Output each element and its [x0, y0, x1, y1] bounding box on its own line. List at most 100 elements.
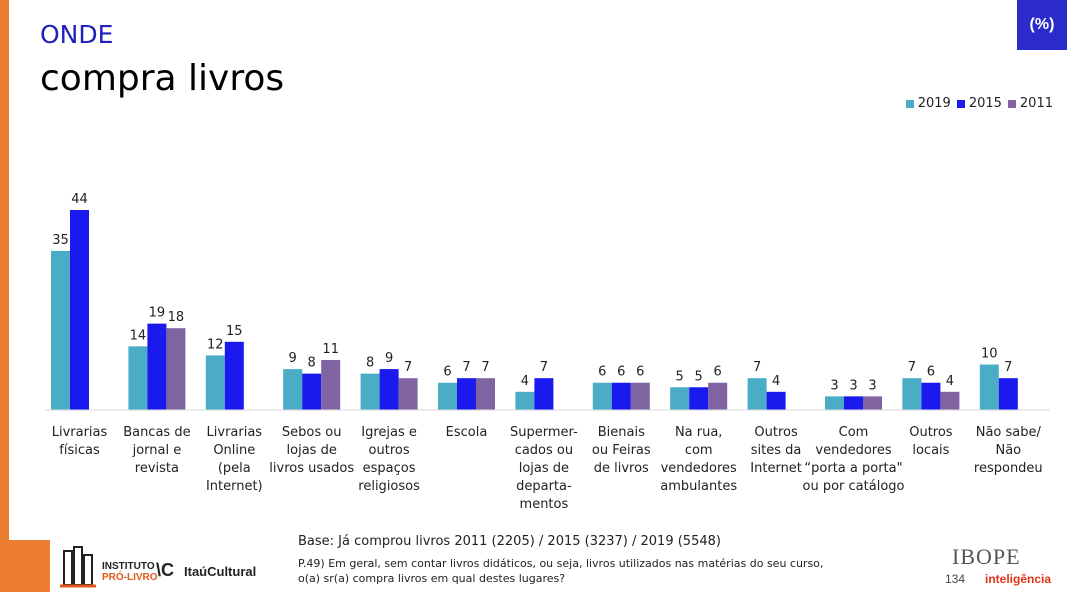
bar-2011-3	[321, 360, 341, 410]
legend-item-2019: 2019	[905, 96, 951, 111]
category-label-line: ambulantes	[660, 479, 737, 494]
category-label-line: ou por catálogo	[803, 479, 905, 494]
logo-inteligencia: inteligência	[985, 572, 1052, 586]
category-label-line: vendedores	[661, 461, 737, 476]
legend-swatch-2011	[1007, 99, 1016, 108]
category-label-line: ou Feiras	[592, 443, 651, 458]
bar-2011-8	[708, 382, 728, 410]
bar-2011-4	[398, 378, 418, 410]
category-label-line: vendedores	[815, 443, 891, 458]
category-label-line: Internet)	[206, 479, 263, 494]
category-label-line: Igrejas e	[361, 425, 417, 440]
data-label-2019-4: 8	[366, 356, 374, 371]
category-label-line: (pela	[218, 461, 251, 476]
data-label-2019-10: 3	[830, 378, 838, 393]
category-label-line: lojas de	[519, 461, 569, 476]
bar-2015-0	[70, 210, 89, 410]
bar-2019-12	[979, 364, 999, 410]
logo-ibope: IBOPE	[952, 544, 1021, 569]
bar-2015-1	[147, 323, 167, 410]
data-label-2015-9: 4	[772, 374, 780, 389]
category-label-line: Supermer-	[510, 425, 578, 440]
data-label-2015-12: 7	[1004, 360, 1012, 375]
data-label-2011-3: 11	[322, 342, 339, 357]
category-label-line: lojas de	[287, 443, 337, 458]
category-label-line: Escola	[446, 425, 488, 440]
data-label-2019-12: 10	[981, 347, 998, 362]
bar-2011-5	[476, 378, 495, 410]
category-label-line: Na rua,	[675, 425, 723, 440]
data-label-2015-11: 6	[927, 365, 935, 380]
data-label-2011-5: 7	[481, 360, 489, 375]
category-label-line: com	[685, 443, 713, 458]
section-title: ONDE	[40, 20, 114, 49]
logo-instituto: INSTITUTO	[102, 561, 155, 572]
bar-2015-11	[921, 382, 941, 410]
data-label-2019-2: 12	[207, 337, 224, 352]
data-label-2019-0: 35	[52, 233, 69, 248]
legend-label-2019: 2019	[917, 96, 951, 111]
bar-2015-2	[224, 341, 244, 410]
category-label-line: Outros	[754, 425, 798, 440]
category-label-line: Sebos ou	[282, 425, 342, 440]
survey-question: P.49) Em geral, sem contar livros didáti…	[298, 556, 828, 586]
bar-2019-7	[592, 382, 612, 410]
category-label-line: Bancas de	[123, 425, 190, 440]
data-label-2015-10: 3	[849, 378, 857, 393]
legend-label-2015: 2015	[968, 96, 1002, 111]
category-label-line: sites da	[751, 443, 802, 458]
data-label-2015-8: 5	[695, 369, 703, 384]
category-label-12: Não sabe/Não respondeu	[974, 425, 1043, 476]
bar-2015-10	[844, 396, 863, 410]
bar-2019-4	[360, 373, 380, 410]
category-label-3: Sebos ou lojas de livros usados	[269, 425, 354, 476]
data-label-2019-8: 5	[676, 369, 684, 384]
bar-2019-8	[670, 387, 690, 410]
legend-swatch-2019	[905, 99, 914, 108]
data-label-2011-10: 3	[868, 378, 876, 393]
bar-2015-6	[534, 378, 554, 410]
category-label-6: Supermer-cados ou lojas de departa-mentos	[510, 425, 578, 512]
data-label-2019-6: 4	[521, 374, 529, 389]
data-label-2015-7: 6	[617, 365, 625, 380]
category-label-line: jornal e	[132, 443, 182, 458]
category-label-line: livros usados	[269, 461, 354, 476]
bar-2019-9	[747, 378, 767, 410]
data-label-2019-11: 7	[908, 360, 916, 375]
legend-item-2015: 2015	[956, 96, 1002, 111]
bar-2019-11	[902, 378, 922, 410]
category-label-line: Outros	[909, 425, 953, 440]
data-label-2019-7: 6	[598, 365, 606, 380]
category-label-9: Outros sites da Internet	[750, 425, 802, 476]
data-label-2019-9: 7	[753, 360, 761, 375]
category-label-line: Livrarias	[207, 425, 263, 440]
page-title: compra livros	[40, 58, 285, 99]
category-label-line: religiosos	[358, 479, 420, 494]
category-label-line: Online	[213, 443, 255, 458]
sample-base-note: Base: Já comprou livros 2011 (2205) / 20…	[298, 534, 721, 549]
category-label-7: Bienais ou Feiras de livros	[592, 425, 651, 476]
category-label-line: Com	[839, 425, 869, 440]
category-label-line: Internet	[750, 461, 802, 476]
category-label-line: departa-	[516, 479, 572, 494]
data-label-2019-5: 6	[443, 365, 451, 380]
data-label-2015-3: 8	[308, 356, 316, 371]
legend-label-2011: 2011	[1019, 96, 1053, 111]
category-label-11: Outros locais	[909, 425, 953, 458]
bar-2015-3	[302, 373, 322, 410]
unit-badge: (%)	[1017, 0, 1067, 50]
data-label-2011-8: 6	[714, 365, 722, 380]
book-stack-logo-icon	[60, 546, 96, 588]
category-label-8: Na rua, com vendedores ambulantes	[660, 425, 737, 494]
bar-2015-4	[379, 369, 399, 410]
category-label-line: respondeu	[974, 461, 1043, 476]
bar-2011-7	[630, 382, 650, 410]
bar-2019-10	[825, 396, 844, 410]
category-label-2: Livrarias Online (pela Internet)	[206, 425, 263, 494]
logo-mark: \C	[156, 560, 174, 580]
category-label-0: Livrarias físicas	[52, 425, 108, 458]
footer-accent-block	[0, 540, 50, 592]
logo-itau-cultural: ItaúCultural	[184, 564, 257, 579]
bar-2015-12	[998, 378, 1018, 410]
